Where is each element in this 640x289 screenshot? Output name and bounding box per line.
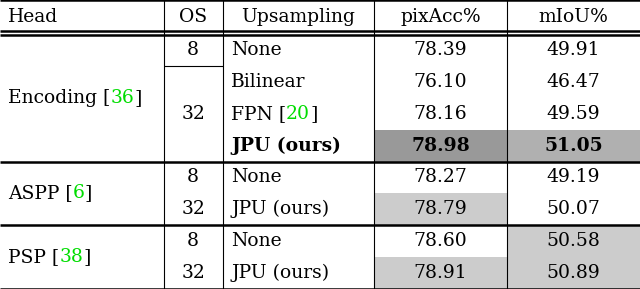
Text: 78.16: 78.16 <box>414 105 467 123</box>
Text: 38: 38 <box>60 248 83 266</box>
Text: 50.58: 50.58 <box>547 232 600 250</box>
Text: 78.39: 78.39 <box>414 41 467 59</box>
Text: 78.60: 78.60 <box>414 232 467 250</box>
Text: 49.91: 49.91 <box>547 41 600 59</box>
Text: mIoU%: mIoU% <box>539 8 609 26</box>
Text: OS: OS <box>179 8 207 26</box>
Bar <box>507 130 640 162</box>
Text: 8: 8 <box>188 168 199 186</box>
Text: 78.91: 78.91 <box>414 264 467 282</box>
Text: 20: 20 <box>286 105 310 123</box>
Text: 51.05: 51.05 <box>544 137 603 155</box>
Text: None: None <box>231 41 282 59</box>
Text: JPU (ours): JPU (ours) <box>231 200 329 218</box>
Text: 32: 32 <box>181 264 205 282</box>
Text: Head: Head <box>8 8 58 26</box>
Text: 50.89: 50.89 <box>547 264 600 282</box>
Text: 78.98: 78.98 <box>412 137 470 155</box>
Text: Upsampling: Upsampling <box>241 8 355 26</box>
Bar <box>507 225 640 257</box>
Text: 50.07: 50.07 <box>547 200 600 218</box>
Text: 49.59: 49.59 <box>547 105 600 123</box>
Text: PSP [: PSP [ <box>8 248 60 266</box>
Text: 49.19: 49.19 <box>547 168 600 186</box>
Text: 32: 32 <box>181 200 205 218</box>
Text: 8: 8 <box>188 41 199 59</box>
Text: None: None <box>231 232 282 250</box>
Text: Encoding [: Encoding [ <box>8 89 110 107</box>
Text: FPN [: FPN [ <box>231 105 286 123</box>
Text: 46.47: 46.47 <box>547 73 600 91</box>
Text: 32: 32 <box>181 105 205 123</box>
Text: ]: ] <box>83 248 90 266</box>
Text: 78.27: 78.27 <box>413 168 468 186</box>
Text: ]: ] <box>310 105 317 123</box>
Text: ]: ] <box>84 184 92 202</box>
Bar <box>374 193 507 225</box>
Text: 36: 36 <box>110 89 134 107</box>
Text: ]: ] <box>134 89 141 107</box>
Bar <box>507 257 640 289</box>
Text: JPU (ours): JPU (ours) <box>231 264 329 282</box>
Bar <box>374 257 507 289</box>
Text: 6: 6 <box>73 184 84 202</box>
Text: 76.10: 76.10 <box>414 73 467 91</box>
Text: Bilinear: Bilinear <box>231 73 305 91</box>
Text: JPU (ours): JPU (ours) <box>231 136 341 155</box>
Bar <box>374 130 507 162</box>
Text: pixAcc%: pixAcc% <box>401 8 481 26</box>
Text: ASPP [: ASPP [ <box>8 184 73 202</box>
Text: None: None <box>231 168 282 186</box>
Text: 8: 8 <box>188 232 199 250</box>
Text: 78.79: 78.79 <box>414 200 467 218</box>
